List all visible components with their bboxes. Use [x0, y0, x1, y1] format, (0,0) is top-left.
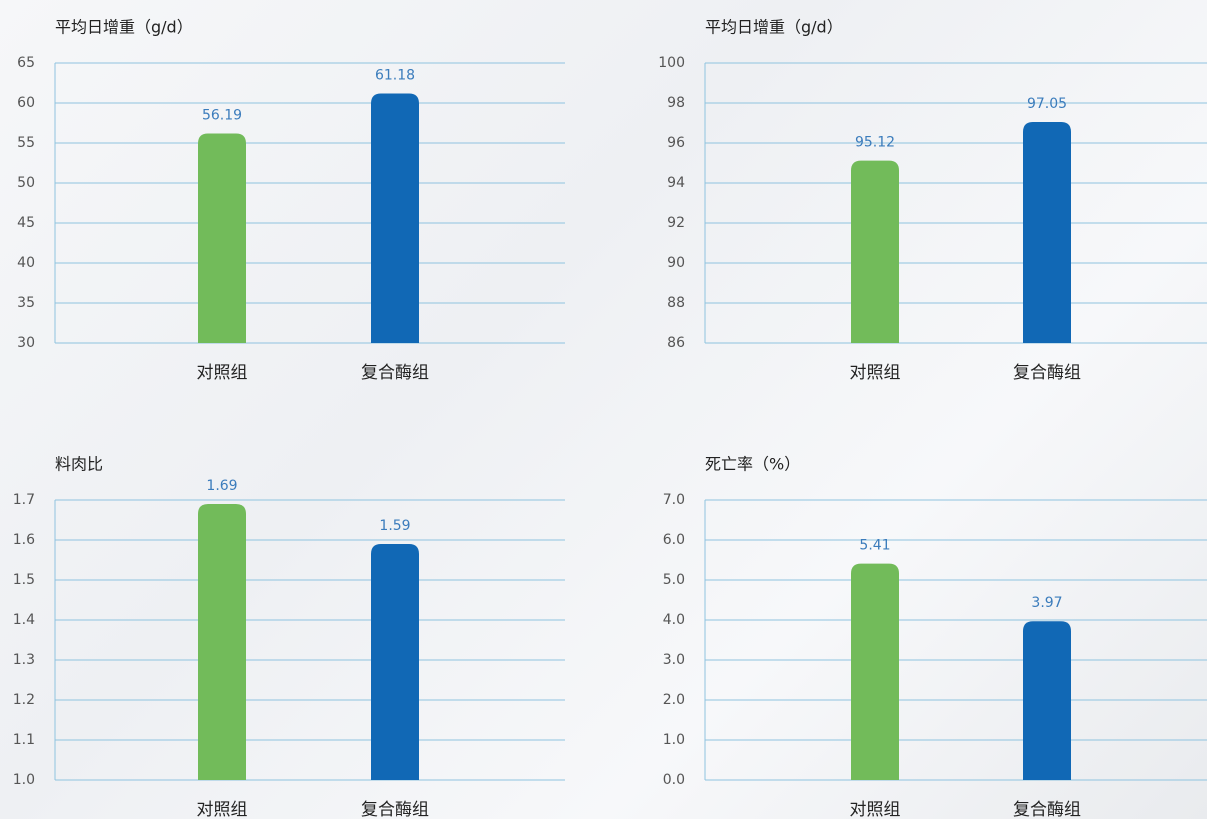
y-tick-label: 7.0 — [663, 492, 685, 508]
chart-title: 平均日增重（g/d） — [55, 18, 193, 37]
x-tick-label: 复合酶组 — [361, 363, 429, 383]
y-tick-label: 0.0 — [663, 772, 685, 788]
y-tick-label: 45 — [17, 215, 35, 231]
y-tick-label: 1.0 — [663, 732, 685, 748]
value-label: 1.69 — [206, 478, 237, 494]
x-tick-label: 复合酶组 — [1013, 363, 1081, 383]
y-tick-label: 65 — [17, 55, 35, 71]
y-tick-label: 98 — [667, 95, 685, 111]
value-label: 3.97 — [1031, 595, 1062, 611]
y-tick-label: 55 — [17, 135, 35, 151]
value-label: 61.18 — [375, 68, 415, 84]
y-tick-label: 1.3 — [13, 652, 35, 668]
y-tick-label: 1.5 — [13, 572, 35, 588]
value-label: 1.59 — [379, 518, 410, 534]
y-tick-label: 88 — [667, 295, 685, 311]
y-tick-label: 90 — [667, 255, 685, 271]
y-tick-label: 4.0 — [663, 612, 685, 628]
chart-title: 死亡率（%） — [705, 455, 800, 474]
y-tick-label: 100 — [658, 55, 685, 71]
x-tick-label: 对照组 — [850, 800, 901, 819]
y-tick-label: 86 — [667, 335, 685, 351]
y-tick-label: 1.4 — [13, 612, 35, 628]
y-tick-label: 1.7 — [13, 492, 35, 508]
bar — [851, 563, 899, 780]
value-label: 5.41 — [859, 538, 890, 554]
chart-title: 料肉比 — [55, 455, 103, 474]
value-label: 97.05 — [1027, 96, 1067, 112]
value-label: 56.19 — [202, 107, 242, 123]
bar — [371, 93, 419, 343]
x-tick-label: 对照组 — [850, 363, 901, 383]
y-tick-label: 60 — [17, 95, 35, 111]
bar — [371, 544, 419, 780]
y-tick-label: 94 — [667, 175, 685, 191]
x-tick-label: 对照组 — [197, 363, 248, 383]
bar — [851, 160, 899, 343]
y-tick-label: 1.6 — [13, 532, 35, 548]
y-tick-label: 1.2 — [13, 692, 35, 708]
y-tick-label: 1.0 — [13, 772, 35, 788]
y-tick-label: 2.0 — [663, 692, 685, 708]
bar — [198, 504, 246, 780]
chart-title: 平均日增重（g/d） — [705, 18, 843, 37]
y-tick-label: 40 — [17, 255, 35, 271]
value-label: 95.12 — [855, 135, 895, 151]
x-tick-label: 复合酶组 — [1013, 800, 1081, 819]
bar — [1023, 621, 1071, 780]
y-tick-label: 92 — [667, 215, 685, 231]
y-tick-label: 96 — [667, 135, 685, 151]
y-tick-label: 1.1 — [13, 732, 35, 748]
x-tick-label: 对照组 — [197, 800, 248, 819]
y-tick-label: 30 — [17, 335, 35, 351]
x-tick-label: 复合酶组 — [361, 800, 429, 819]
bar — [1023, 122, 1071, 343]
bar — [198, 133, 246, 343]
y-tick-label: 5.0 — [663, 572, 685, 588]
y-tick-label: 50 — [17, 175, 35, 191]
y-tick-label: 6.0 — [663, 532, 685, 548]
y-tick-label: 35 — [17, 295, 35, 311]
y-tick-label: 3.0 — [663, 652, 685, 668]
